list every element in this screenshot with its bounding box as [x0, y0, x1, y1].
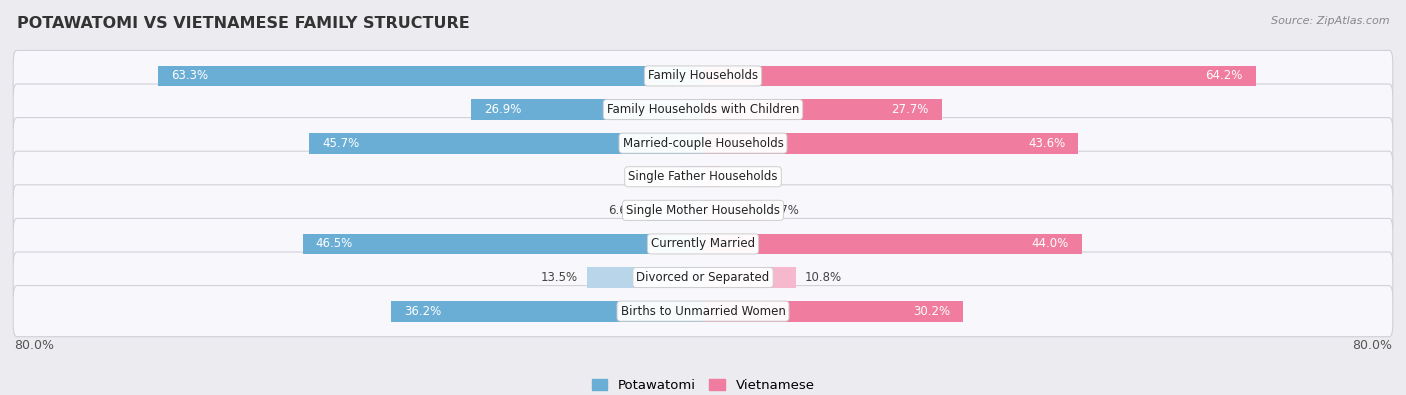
Bar	[647, 200, 703, 221]
FancyBboxPatch shape	[13, 185, 1393, 236]
Text: 63.3%: 63.3%	[170, 70, 208, 83]
Text: Source: ZipAtlas.com: Source: ZipAtlas.com	[1271, 16, 1389, 26]
Bar	[703, 99, 942, 120]
Text: Family Households with Children: Family Households with Children	[607, 103, 799, 116]
Bar	[703, 166, 720, 187]
Text: 30.2%: 30.2%	[912, 305, 950, 318]
Text: 80.0%: 80.0%	[1353, 339, 1392, 352]
Bar	[703, 301, 963, 322]
Bar	[309, 133, 703, 154]
Text: Births to Unmarried Women: Births to Unmarried Women	[620, 305, 786, 318]
Bar	[391, 301, 703, 322]
Bar	[703, 200, 761, 221]
Text: 64.2%: 64.2%	[1205, 70, 1243, 83]
Text: Family Households: Family Households	[648, 70, 758, 83]
Bar	[157, 66, 703, 87]
FancyBboxPatch shape	[13, 252, 1393, 303]
Text: 2.5%: 2.5%	[643, 170, 673, 183]
Text: Divorced or Separated: Divorced or Separated	[637, 271, 769, 284]
Text: 36.2%: 36.2%	[404, 305, 441, 318]
Text: 44.0%: 44.0%	[1032, 237, 1069, 250]
FancyBboxPatch shape	[13, 118, 1393, 169]
Text: 6.7%: 6.7%	[769, 204, 799, 217]
FancyBboxPatch shape	[13, 51, 1393, 102]
Text: 10.8%: 10.8%	[804, 271, 842, 284]
Legend: Potawatomi, Vietnamese: Potawatomi, Vietnamese	[586, 374, 820, 395]
Bar	[586, 267, 703, 288]
Bar	[703, 233, 1083, 254]
Text: POTAWATOMI VS VIETNAMESE FAMILY STRUCTURE: POTAWATOMI VS VIETNAMESE FAMILY STRUCTUR…	[17, 16, 470, 31]
Text: Currently Married: Currently Married	[651, 237, 755, 250]
FancyBboxPatch shape	[13, 218, 1393, 269]
Text: Single Father Households: Single Father Households	[628, 170, 778, 183]
FancyBboxPatch shape	[13, 84, 1393, 135]
Text: 46.5%: 46.5%	[315, 237, 353, 250]
Bar	[703, 267, 796, 288]
Text: 27.7%: 27.7%	[891, 103, 928, 116]
Text: 6.6%: 6.6%	[607, 204, 637, 217]
Bar	[703, 133, 1078, 154]
Bar	[302, 233, 703, 254]
Text: 13.5%: 13.5%	[541, 271, 578, 284]
Text: Married-couple Households: Married-couple Households	[623, 137, 783, 150]
Text: 43.6%: 43.6%	[1028, 137, 1066, 150]
Text: Single Mother Households: Single Mother Households	[626, 204, 780, 217]
Bar	[682, 166, 703, 187]
Text: 2.0%: 2.0%	[728, 170, 759, 183]
Bar	[703, 66, 1256, 87]
Text: 80.0%: 80.0%	[14, 339, 53, 352]
Text: 26.9%: 26.9%	[484, 103, 522, 116]
FancyBboxPatch shape	[13, 286, 1393, 337]
Bar	[471, 99, 703, 120]
Text: 45.7%: 45.7%	[322, 137, 360, 150]
FancyBboxPatch shape	[13, 151, 1393, 202]
